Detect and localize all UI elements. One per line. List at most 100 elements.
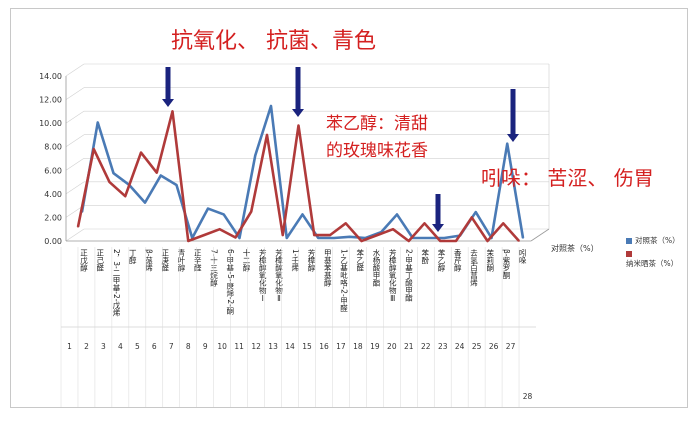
data-point — [187, 240, 190, 242]
data-point — [474, 211, 477, 213]
y-tick-label: 0.00 — [44, 237, 62, 246]
data-point — [171, 110, 174, 113]
x-tick-label: 6-甲基-5-庚烯-2-酮 — [226, 249, 235, 315]
data-point — [297, 124, 300, 127]
x-tick-label: 芳樟醇氧化物Ⅲ — [388, 248, 397, 303]
data-point — [348, 236, 351, 238]
x-tick-label: 2-甲基丁酸甲酯 — [404, 249, 413, 303]
data-point — [96, 121, 99, 124]
data-point — [443, 237, 446, 239]
data-point — [470, 216, 473, 219]
data-point — [207, 207, 209, 210]
data-point — [159, 174, 162, 177]
legend-swatch-nano — [626, 251, 632, 257]
x-tick-label: 正辛醛 — [193, 249, 202, 273]
data-point — [266, 134, 268, 136]
x-tick-label: 正庚醛 — [161, 249, 170, 273]
series-line-0 — [80, 104, 525, 240]
x-tick-label: 去氢白菖烯 — [469, 248, 478, 288]
x-tick-label: 正戊醇 — [79, 249, 88, 273]
data-point — [218, 228, 221, 231]
x-tick-label: 1-乙基吡咯-2-甲醛 — [339, 249, 348, 313]
index-label: 1 — [67, 342, 72, 351]
data-point — [254, 154, 257, 157]
data-point — [155, 171, 158, 174]
data-point — [285, 237, 288, 239]
x-tick-label: 香芹醇 — [453, 248, 462, 273]
data-point — [281, 234, 284, 236]
y-tick-label: 8.00 — [44, 143, 62, 152]
gridline-side — [65, 228, 85, 242]
index-label: 2 — [84, 342, 89, 351]
data-point — [427, 237, 430, 239]
legend-item-nano: 纳米晒茶（%） — [626, 249, 687, 269]
data-point — [317, 237, 320, 239]
index-label: 16 — [319, 342, 329, 351]
x-tick-label: 甲基苯基醇 — [323, 249, 332, 288]
x-tick-label: β-蒎烯 — [144, 249, 153, 273]
gridline-side — [65, 87, 85, 100]
index-label: 27 — [506, 342, 516, 351]
index-label: 9 — [203, 342, 208, 351]
annotation-antioxidant: 抗氧化、 抗菌、青色 — [171, 29, 376, 54]
data-point — [376, 234, 379, 236]
data-point — [203, 234, 205, 236]
arrow-head-3 — [432, 224, 444, 232]
index-label: 24 — [455, 342, 465, 351]
annotation-phenylethanol-line1: 苯乙醇：清甜 — [326, 114, 428, 134]
data-point — [344, 222, 347, 225]
index-label: 18 — [353, 342, 363, 351]
data-point — [140, 151, 142, 154]
index-label: 3 — [101, 342, 106, 351]
data-point — [502, 222, 505, 225]
depth-axis-label: 对照茶（%） — [551, 243, 599, 253]
data-point — [175, 184, 178, 186]
data-point — [329, 234, 331, 236]
data-point — [108, 181, 111, 183]
index-label: 8 — [186, 342, 191, 351]
depth-axis — [530, 228, 550, 242]
data-point — [301, 213, 304, 216]
index-label: 21 — [404, 342, 414, 351]
index-label: 26 — [489, 342, 499, 351]
legend-label-nano: 纳米晒茶（%） — [626, 259, 679, 268]
y-tick-label: 10.00 — [39, 119, 62, 128]
arrow-head-1 — [292, 109, 304, 117]
x-tick-label: β-紫罗酮 — [502, 249, 511, 280]
data-point — [486, 240, 489, 242]
y-tick-label: 14.00 — [39, 72, 62, 81]
gridline-side — [65, 134, 85, 147]
data-point — [77, 226, 79, 228]
gridline-side — [65, 110, 85, 124]
data-point — [423, 222, 426, 225]
legend-item-control: 对照茶（%） — [626, 235, 680, 246]
data-point — [518, 240, 520, 242]
gridline-side — [65, 63, 85, 77]
y-tick-label: 6.00 — [44, 166, 62, 175]
index-label: 15 — [302, 342, 312, 351]
legend-label-control: 对照茶（%） — [635, 236, 680, 245]
index-label: 10 — [217, 342, 227, 351]
data-point — [144, 201, 146, 204]
x-tick-label: 1-壬烯 — [291, 249, 300, 273]
line-chart: 0.00 2.00 4.00 6.00 8.00 10.00 12.00 14.00 正戊醇 正己… — [39, 63, 599, 407]
index-label: 22 — [421, 342, 431, 351]
arrow-head-2 — [507, 134, 519, 142]
y-tick-label: 4.00 — [44, 190, 62, 199]
index-label: 17 — [336, 342, 346, 351]
gridline-side — [65, 158, 85, 171]
index-label: 12 — [251, 342, 261, 351]
data-point — [392, 228, 394, 231]
index-label: 19 — [370, 342, 380, 351]
annotation-indole: 吲哚： 苦涩、 伤胃 — [481, 166, 654, 190]
x-tick-label: 正己醛 — [96, 249, 105, 273]
x-tick-label: 茉莉酮 — [486, 248, 495, 273]
data-point — [238, 237, 241, 239]
x-tick-label: 十二醇 — [242, 248, 251, 273]
data-point — [360, 240, 363, 242]
x-tick-label: 水杨酸甲酯 — [372, 248, 381, 288]
index-label: 4 — [118, 342, 123, 351]
data-point — [92, 148, 95, 150]
annotation-phenylethanol-line2: 的玫瑰味花香 — [326, 141, 428, 161]
index-label: 13 — [268, 342, 278, 351]
